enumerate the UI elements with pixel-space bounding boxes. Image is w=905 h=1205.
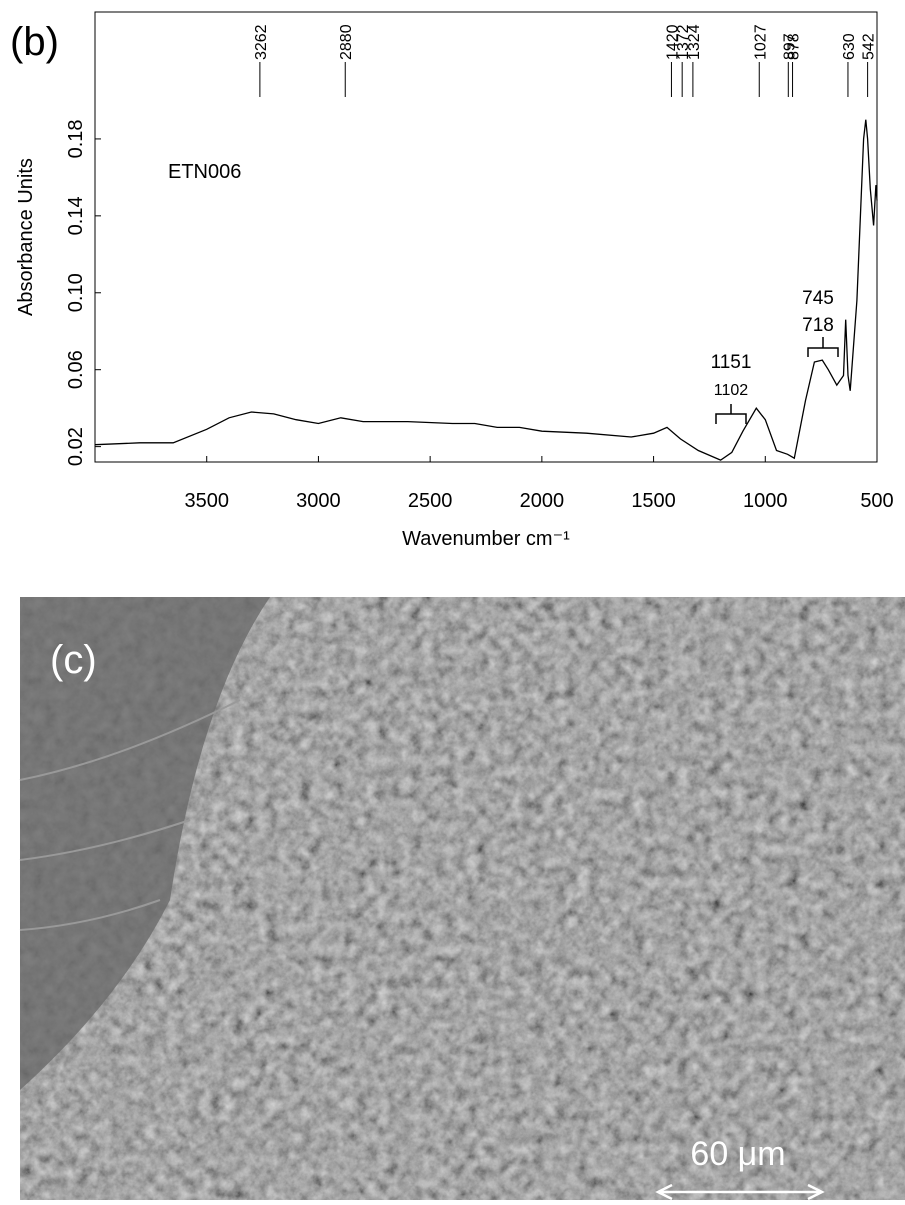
peak-label: 2880 — [338, 24, 355, 60]
x-tick-label: 2500 — [408, 490, 453, 512]
bracket — [808, 337, 838, 357]
annotation: ETN006 — [168, 161, 241, 183]
image-panel-label: (c) — [50, 638, 97, 682]
y-axis-label: Absorbance Units — [15, 158, 37, 316]
annotation: 718 — [802, 315, 834, 336]
sem-image: (c) 60 μm — [20, 597, 905, 1200]
peak-label: 3262 — [253, 24, 270, 60]
peak-label: 630 — [841, 33, 858, 60]
x-tick-label: 3000 — [296, 490, 341, 512]
x-tick-label: 500 — [860, 490, 893, 512]
y-tick-label: 0.14 — [65, 196, 87, 235]
page: (c) 60 μm (b) 3500 3000 2500 2000 1500 1000 50… — [0, 0, 905, 1200]
panel-label: (b) — [10, 20, 59, 64]
annotation: 1151 — [711, 352, 752, 373]
peak-label: 878 — [786, 33, 803, 60]
peak-label: 542 — [861, 33, 878, 60]
y-tick-label: 0.02 — [65, 427, 87, 466]
bracket — [716, 404, 746, 424]
x-tick-label: 1500 — [631, 490, 676, 512]
x-tick-label: 3500 — [184, 490, 229, 512]
peak-label: 1027 — [752, 24, 769, 60]
x-tick-label: 1000 — [743, 490, 788, 512]
y-tick-label: 0.06 — [65, 350, 87, 389]
y-tick-label: 0.18 — [65, 119, 87, 158]
x-tick-label: 2000 — [520, 490, 565, 512]
annotation: 745 — [802, 288, 834, 309]
annotation: 1102 — [714, 382, 749, 399]
peak-label: 1324 — [686, 24, 703, 60]
x-axis-label: Wavenumber cm⁻¹ — [402, 528, 570, 550]
scale-bar-label: 60 μm — [690, 1135, 785, 1173]
figure: (c) 60 μm (b) 3500 3000 2500 2000 1500 1000 50… — [0, 0, 905, 1200]
y-tick-label: 0.10 — [65, 273, 87, 312]
